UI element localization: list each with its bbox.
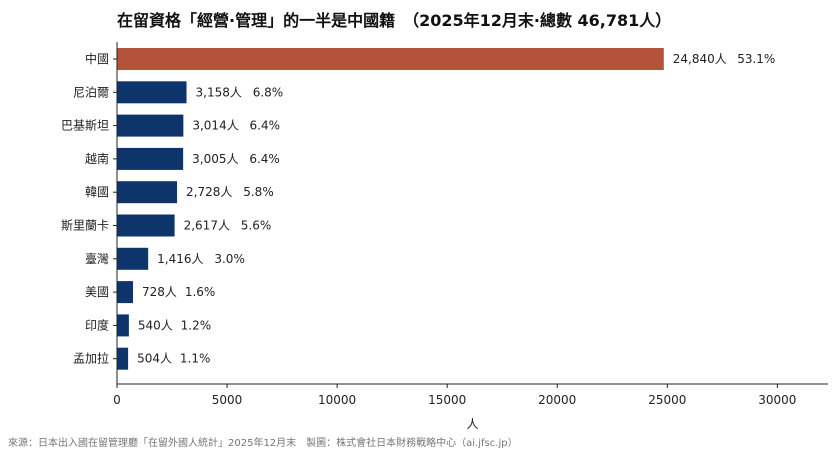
bar-9 xyxy=(117,347,129,370)
category-label-2: 巴基斯坦 xyxy=(61,119,109,133)
percent-label-6: 3.0% xyxy=(214,252,245,266)
value-label-5: 2,617人 xyxy=(184,219,230,233)
bar-1 xyxy=(117,81,187,104)
x-axis-title: 人 xyxy=(466,417,478,431)
bar-3 xyxy=(117,147,184,170)
source-note: 來源：日本出入國在留管理廳「在留外國人統計」2025年12月末 製圖：株式會社日… xyxy=(8,438,518,449)
percent-label-4: 5.8% xyxy=(243,185,274,199)
category-label-5: 斯里蘭卡 xyxy=(61,219,109,233)
bars-group xyxy=(117,48,664,370)
percent-label-5: 5.6% xyxy=(241,219,271,233)
category-label-6: 臺灣 xyxy=(85,251,109,266)
percent-label-8: 1.2% xyxy=(181,318,212,332)
value-label-4: 2,728人 xyxy=(186,185,232,199)
bar-2 xyxy=(117,114,184,137)
bar-8 xyxy=(117,314,129,337)
bar-5 xyxy=(117,214,175,237)
category-label-9: 孟加拉 xyxy=(73,351,109,366)
value-label-0: 24,840人 xyxy=(673,52,727,66)
bar-0 xyxy=(117,48,664,70)
x-tick-label-5: 25000 xyxy=(648,393,686,407)
x-tick-label-1: 5000 xyxy=(212,393,243,407)
percent-label-7: 1.6% xyxy=(185,285,216,299)
bar-7 xyxy=(117,281,134,304)
category-label-7: 美國 xyxy=(85,285,109,299)
x-tick-label-0: 0 xyxy=(113,393,121,407)
axes: 0 5000 10000 15000 20000 25000 30000 xyxy=(113,42,828,407)
bar-4 xyxy=(117,181,178,204)
category-label-0: 中國 xyxy=(85,51,109,66)
value-label-1: 3,158人 xyxy=(196,85,242,99)
value-label-6: 1,416人 xyxy=(157,252,203,266)
percent-label-1: 6.8% xyxy=(253,85,283,99)
x-tick-label-6: 30000 xyxy=(758,393,796,407)
percent-label-9: 1.1% xyxy=(180,352,211,366)
bar-6 xyxy=(117,247,149,270)
percent-label-3: 6.4% xyxy=(249,152,280,166)
percent-label-2: 6.4% xyxy=(250,119,281,133)
chart-title: 在留資格「經營·管理」的一半是中國籍 （2025年12月末·總數 46,781人… xyxy=(117,11,672,30)
value-label-7: 728人 xyxy=(142,285,177,299)
value-label-3: 3,005人 xyxy=(192,152,238,166)
x-tick-label-4: 20000 xyxy=(538,393,576,407)
value-label-2: 3,014人 xyxy=(192,119,238,133)
x-tick-label-3: 15000 xyxy=(428,393,466,407)
category-label-1: 尼泊爾 xyxy=(73,85,109,99)
value-labels: 24,840人 53.1% 3,158人 6.8% 3,014人 6.4% 3,005人 6.… xyxy=(137,52,775,366)
category-label-4: 韓國 xyxy=(85,185,109,199)
x-tick-label-2: 10000 xyxy=(318,393,356,407)
value-label-9: 504人 xyxy=(137,352,172,366)
percent-label-0: 53.1% xyxy=(737,52,775,66)
category-label-8: 印度 xyxy=(85,317,109,332)
category-label-3: 越南 xyxy=(85,151,109,166)
value-label-8: 540人 xyxy=(138,318,173,332)
